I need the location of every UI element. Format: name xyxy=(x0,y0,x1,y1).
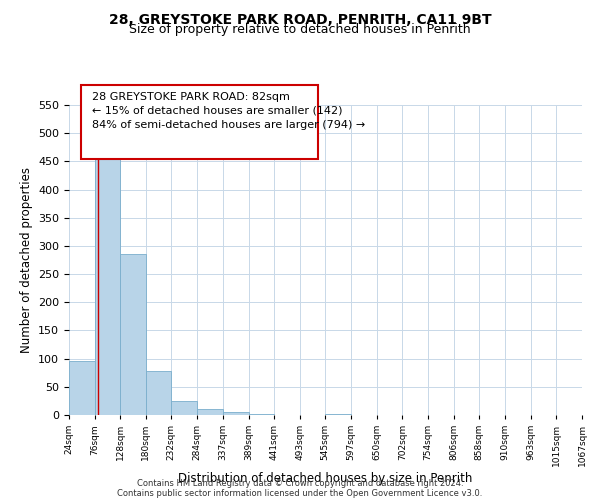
Bar xyxy=(325,414,351,415)
Text: 28 GREYSTOKE PARK ROAD: 82sqm: 28 GREYSTOKE PARK ROAD: 82sqm xyxy=(92,92,289,102)
Bar xyxy=(146,371,172,415)
Text: 84% of semi-detached houses are larger (794) →: 84% of semi-detached houses are larger (… xyxy=(92,120,365,130)
Bar xyxy=(197,410,223,415)
X-axis label: Distribution of detached houses by size in Penrith: Distribution of detached houses by size … xyxy=(178,472,473,484)
Bar xyxy=(582,414,600,415)
Text: 28, GREYSTOKE PARK ROAD, PENRITH, CA11 9BT: 28, GREYSTOKE PARK ROAD, PENRITH, CA11 9… xyxy=(109,12,491,26)
Bar xyxy=(95,156,120,415)
Bar xyxy=(69,362,95,415)
Text: Contains public sector information licensed under the Open Government Licence v3: Contains public sector information licen… xyxy=(118,488,482,498)
Text: Contains HM Land Registry data © Crown copyright and database right 2024.: Contains HM Land Registry data © Crown c… xyxy=(137,478,463,488)
Text: Size of property relative to detached houses in Penrith: Size of property relative to detached ho… xyxy=(129,24,471,36)
Y-axis label: Number of detached properties: Number of detached properties xyxy=(20,167,32,353)
Bar xyxy=(120,254,146,415)
Bar xyxy=(248,414,274,415)
Bar xyxy=(223,412,248,415)
Bar xyxy=(172,401,197,415)
Text: ← 15% of detached houses are smaller (142): ← 15% of detached houses are smaller (14… xyxy=(92,106,342,116)
